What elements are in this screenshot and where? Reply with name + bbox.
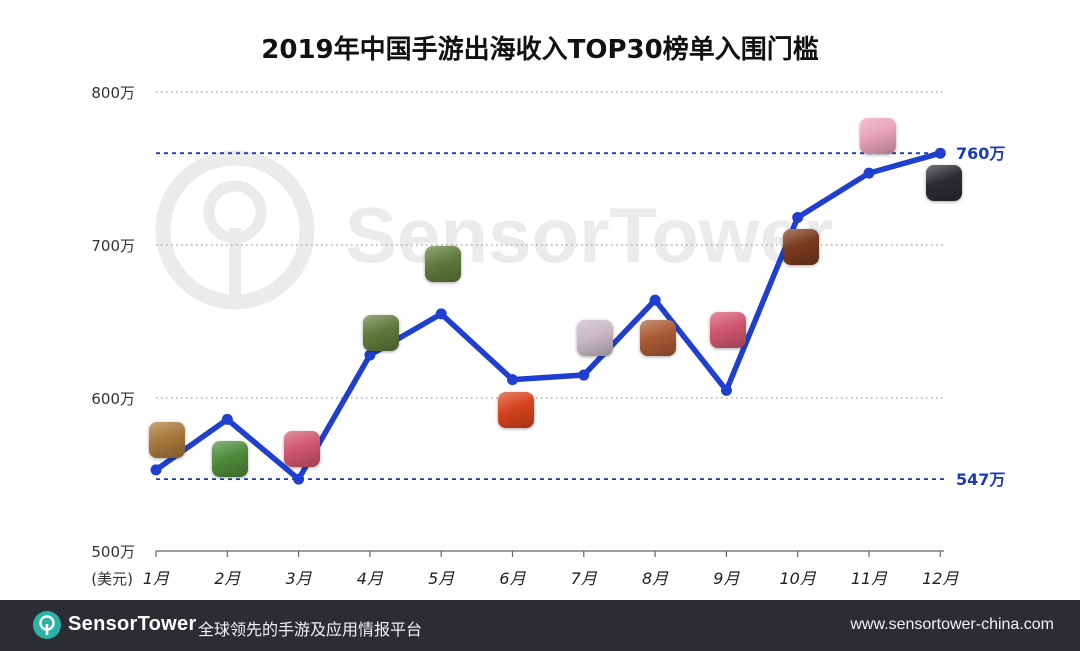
data-point-1月 <box>150 464 162 476</box>
mu-origin-icon <box>497 391 534 428</box>
data-point-11月 <box>863 167 875 179</box>
strategy-game-icon <box>149 421 185 458</box>
army-game-icon <box>212 441 249 478</box>
sensortower-logo-icon <box>33 611 61 639</box>
x-tick-label: 3月 <box>286 569 313 588</box>
icon-shade <box>782 229 819 266</box>
data-point-4月 <box>364 349 376 361</box>
x-tick-label: 9月 <box>713 569 740 588</box>
footer-bar: SensorTower 全球领先的手游及应用情报平台 www.sensortow… <box>0 600 1080 651</box>
icon-shade <box>860 118 896 155</box>
x-tick-label: 5月 <box>428 569 455 588</box>
data-point-6月 <box>507 374 518 386</box>
icon-shade <box>283 431 320 468</box>
footer-url[interactable]: www.sensortower-china.com <box>850 616 1054 633</box>
line-chart: SensorTower 2019年中国手游出海收入TOP30榜单入围门槛 500… <box>91 34 1005 588</box>
y-tick-label: 800万 <box>91 84 135 102</box>
icon-shade <box>362 315 399 352</box>
y-tick-label: 500万 <box>91 543 135 561</box>
watermark-text: SensorTower <box>345 191 833 279</box>
y-tick-label: 600万 <box>91 390 135 408</box>
anime-pink-icon <box>860 118 896 155</box>
icon-shade <box>710 312 747 349</box>
data-point-12月 <box>934 147 946 159</box>
x-tick-label: 7月 <box>571 569 598 588</box>
footer-brand: SensorTower <box>68 613 197 636</box>
chapters-game-icon <box>710 312 747 349</box>
footer-brand-sensor: Sensor <box>68 613 138 635</box>
reference-label-760: 760万 <box>956 144 1005 163</box>
icon-shade <box>576 320 613 357</box>
icon-shade <box>497 391 534 428</box>
castle-clash-icon <box>362 315 399 352</box>
x-unit-label: (美元) <box>91 570 133 588</box>
data-point-3月 <box>293 473 305 485</box>
war-game-icon <box>782 229 819 266</box>
icon-shade <box>926 165 963 202</box>
icon-shade <box>640 320 677 357</box>
x-tick-label: 10月 <box>780 569 817 588</box>
soldier-game-icon <box>640 320 677 357</box>
chart-title: 2019年中国手游出海收入TOP30榜单入围门槛 <box>261 34 818 65</box>
footer-tagline: 全球领先的手游及应用情报平台 <box>198 620 423 639</box>
sensortower-watermark: SensorTower <box>155 150 833 310</box>
chapters-game-icon <box>283 431 320 468</box>
data-point-2月 <box>221 413 233 425</box>
data-point-7月 <box>578 369 590 381</box>
x-tick-label: 8月 <box>642 569 669 588</box>
icon-shade <box>425 245 462 282</box>
x-tick-label: 4月 <box>357 569 384 588</box>
footer-brand-tower: Tower <box>137 613 197 635</box>
anime-girl-icon <box>576 320 613 357</box>
data-point-8月 <box>649 294 661 306</box>
icon-shade <box>212 441 249 478</box>
x-tick-label: 6月 <box>499 569 526 588</box>
x-tick-label: 12月 <box>922 569 959 588</box>
x-tick-label: 1月 <box>143 569 170 588</box>
icon-shade <box>149 421 185 458</box>
castle-clash-icon <box>425 245 462 282</box>
reference-label-547: 547万 <box>956 470 1005 489</box>
series-line <box>153 150 944 482</box>
data-point-5月 <box>435 308 447 320</box>
character-portrait-icon <box>926 165 963 202</box>
x-tick-label: 2月 <box>214 569 241 588</box>
y-tick-label: 700万 <box>91 237 135 255</box>
x-tick-label: 11月 <box>851 569 888 588</box>
data-point-9月 <box>720 384 732 396</box>
data-point-10月 <box>792 211 804 223</box>
